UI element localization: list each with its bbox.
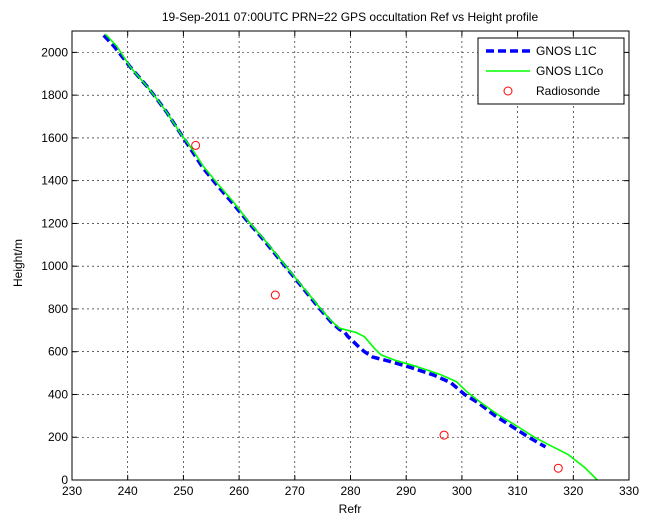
- radiosonde-point: [270, 290, 280, 300]
- x-tick-label: 240: [118, 484, 138, 498]
- y-tick-label: 2000: [41, 45, 68, 59]
- x-tick-label: 310: [508, 484, 528, 498]
- axis-ticks: 230 240 250 260 270 280 290 300 310 320 330 0 200 400…: [41, 31, 639, 498]
- plot-area: [72, 31, 629, 480]
- x-tick-label: 230: [62, 484, 82, 498]
- x-tick-label: 270: [285, 484, 305, 498]
- radiosonde-point: [191, 140, 201, 150]
- y-tick-label: 1800: [41, 88, 68, 102]
- legend-label: GNOS L1Co: [536, 64, 604, 78]
- x-tick-label: 260: [229, 484, 249, 498]
- chart-title: 19-Sep-2011 07:00UTC PRN=22 GPS occultat…: [162, 10, 539, 24]
- y-tick-label: 600: [48, 345, 68, 359]
- x-axis-label: Refr: [339, 502, 362, 516]
- series-gnos-l1co-line: [104, 33, 598, 481]
- legend-label: Radiosonde: [536, 84, 600, 98]
- legend: GNOS L1C GNOS L1Co Radiosonde: [477, 37, 625, 105]
- y-tick-label: 0: [61, 473, 68, 487]
- x-tick-label: 330: [619, 484, 639, 498]
- x-tick-label: 300: [452, 484, 472, 498]
- legend-label: GNOS L1C: [536, 44, 597, 58]
- y-tick-label: 1600: [41, 131, 68, 145]
- radiosonde-point: [439, 430, 449, 440]
- x-tick-label: 250: [173, 484, 193, 498]
- x-tick-label: 290: [396, 484, 416, 498]
- series-layer: [102, 33, 598, 481]
- x-tick-label: 280: [340, 484, 360, 498]
- y-tick-label: 1200: [41, 216, 68, 230]
- y-tick-label: 800: [48, 302, 68, 316]
- y-tick-label: 200: [48, 430, 68, 444]
- radiosonde-point: [553, 463, 563, 473]
- x-tick-label: 320: [563, 484, 583, 498]
- y-axis-label: Height/m: [11, 239, 25, 287]
- y-tick-label: 400: [48, 387, 68, 401]
- legend-swatch-radiosonde: [503, 86, 513, 96]
- y-tick-label: 1400: [41, 174, 68, 188]
- y-tick-label: 1000: [41, 259, 68, 273]
